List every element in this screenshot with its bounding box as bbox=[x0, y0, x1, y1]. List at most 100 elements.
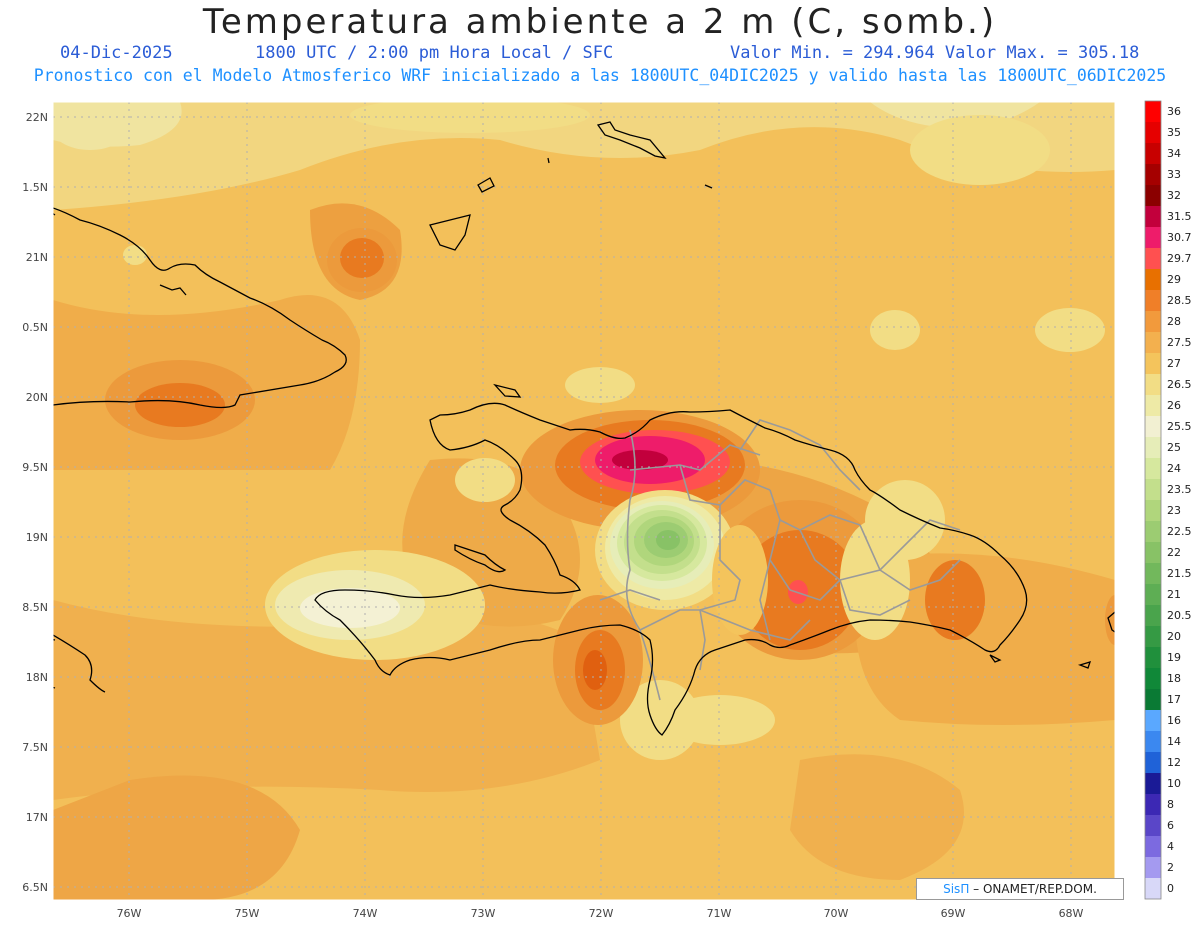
colorbar-label: 0 bbox=[1167, 882, 1174, 895]
lon-label: 74W bbox=[353, 907, 378, 920]
colorbar-label: 29.7 bbox=[1167, 252, 1192, 265]
colorbar-label: 29 bbox=[1167, 273, 1181, 286]
colorbar-swatch bbox=[1145, 290, 1161, 311]
colorbar-swatch bbox=[1145, 836, 1161, 857]
colorbar-label: 28.5 bbox=[1167, 294, 1192, 307]
colorbar-label: 25 bbox=[1167, 441, 1181, 454]
colorbar-label: 30.7 bbox=[1167, 231, 1192, 244]
graticule bbox=[53, 102, 1115, 900]
lat-label: 20N bbox=[26, 391, 48, 404]
colorbar-label: 20 bbox=[1167, 630, 1181, 643]
colorbar-swatch bbox=[1145, 731, 1161, 752]
colorbar-swatch bbox=[1145, 689, 1161, 710]
colorbar-label: 28 bbox=[1167, 315, 1181, 328]
colorbar-swatch bbox=[1145, 269, 1161, 290]
colorbar-swatch bbox=[1145, 143, 1161, 164]
colorbar-label: 20.5 bbox=[1167, 609, 1192, 622]
colorbar-label: 25.5 bbox=[1167, 420, 1192, 433]
colorbar-label: 6 bbox=[1167, 819, 1174, 832]
colorbar-swatch bbox=[1145, 773, 1161, 794]
colorbar-swatch bbox=[1145, 710, 1161, 731]
colorbar-swatch bbox=[1145, 458, 1161, 479]
coastlines bbox=[53, 121, 1115, 736]
lon-label: 73W bbox=[471, 907, 496, 920]
forecast-time: 1800 UTC / 2:00 pm Hora Local / SFC bbox=[255, 43, 614, 63]
colorbar-swatch bbox=[1145, 185, 1161, 206]
colorbar-label: 24 bbox=[1167, 462, 1181, 475]
lat-label: 7.5N bbox=[22, 741, 48, 754]
colorbar-swatch bbox=[1145, 668, 1161, 689]
lat-label: 19N bbox=[26, 531, 48, 544]
lat-label: 18N bbox=[26, 671, 48, 684]
colorbar-swatch bbox=[1145, 857, 1161, 878]
colorbar-label: 26.5 bbox=[1167, 378, 1192, 391]
map-title: Temperatura ambiente a 2 m (C, somb.) bbox=[202, 2, 998, 42]
lat-label: 8.5N bbox=[22, 601, 48, 614]
colorbar-swatch bbox=[1145, 500, 1161, 521]
lon-label: 70W bbox=[824, 907, 849, 920]
credit-text: – ONAMET/REP.DOM. bbox=[973, 882, 1097, 896]
lat-label: 22N bbox=[26, 111, 48, 124]
colorbar-label: 27 bbox=[1167, 357, 1181, 370]
colorbar-swatch bbox=[1145, 878, 1161, 899]
colorbar-swatch bbox=[1145, 584, 1161, 605]
latitude-labels: 22N 1.5N 21N 0.5N 20N 9.5N 19N 8.5N 18N … bbox=[22, 111, 48, 894]
colorbar-label: 32 bbox=[1167, 189, 1181, 202]
colorbar-swatch bbox=[1145, 395, 1161, 416]
subtitle-line: 04-Dic-2025 1800 UTC / 2:00 pm Hora Loca… bbox=[0, 43, 1200, 65]
colorbar-label: 31.5 bbox=[1167, 210, 1192, 223]
colorbar-swatch bbox=[1145, 647, 1161, 668]
colorbar-swatch bbox=[1145, 626, 1161, 647]
plot-frame bbox=[52, 101, 1116, 901]
colorbar-swatch bbox=[1145, 101, 1161, 122]
colorbar-label: 23.5 bbox=[1167, 483, 1192, 496]
colorbar-label: 23 bbox=[1167, 504, 1181, 517]
forecast-date: 04-Dic-2025 bbox=[60, 43, 173, 63]
colorbar-swatch bbox=[1145, 353, 1161, 374]
sispi-logo: SisΠ bbox=[943, 882, 970, 896]
colorbar-label: 17 bbox=[1167, 693, 1181, 706]
colorbar-swatch bbox=[1145, 542, 1161, 563]
colorbar-label: 2 bbox=[1167, 861, 1174, 874]
colorbar-label: 22.5 bbox=[1167, 525, 1192, 538]
lon-label: 76W bbox=[117, 907, 142, 920]
lon-label: 69W bbox=[941, 907, 966, 920]
forecast-note: Pronostico con el Modelo Atmosferico WRF… bbox=[33, 66, 1167, 85]
lat-label: 6.5N bbox=[22, 881, 48, 894]
colorbar-label: 35 bbox=[1167, 126, 1181, 139]
colorbar-swatch bbox=[1145, 374, 1161, 395]
colorbar-label: 18 bbox=[1167, 672, 1181, 685]
colorbar-swatch bbox=[1145, 815, 1161, 836]
colorbar-label: 21 bbox=[1167, 588, 1181, 601]
colorbar-label: 34 bbox=[1167, 147, 1181, 160]
province-boundaries bbox=[599, 419, 961, 701]
colorbar-swatch bbox=[1145, 248, 1161, 269]
longitude-labels: 76W 75W 74W 73W 72W 71W 70W 69W 68W bbox=[117, 907, 1084, 920]
colorbar-swatch bbox=[1145, 437, 1161, 458]
colorbar-label: 22 bbox=[1167, 546, 1181, 559]
colorbar-swatch bbox=[1145, 794, 1161, 815]
colorbar-label: 19 bbox=[1167, 651, 1181, 664]
colorbar-frame bbox=[1144, 100, 1162, 900]
colorbar-label: 36 bbox=[1167, 105, 1181, 118]
colorbar-swatch bbox=[1145, 164, 1161, 185]
colorbar-swatch bbox=[1145, 605, 1161, 626]
lat-label: 0.5N bbox=[22, 321, 48, 334]
colorbar-swatch bbox=[1145, 416, 1161, 437]
colorbar-swatch bbox=[1145, 479, 1161, 500]
lon-label: 72W bbox=[589, 907, 614, 920]
lat-label: 17N bbox=[26, 811, 48, 824]
colorbar-swatch bbox=[1145, 311, 1161, 332]
lat-label: 9.5N bbox=[22, 461, 48, 474]
colorbar-swatch bbox=[1145, 122, 1161, 143]
colorbar-swatch bbox=[1145, 563, 1161, 584]
lon-label: 75W bbox=[235, 907, 260, 920]
colorbar-label: 8 bbox=[1167, 798, 1174, 811]
colorbar-swatch bbox=[1145, 521, 1161, 542]
colorbar-label: 10 bbox=[1167, 777, 1181, 790]
lon-label: 71W bbox=[707, 907, 732, 920]
lat-label: 1.5N bbox=[22, 181, 48, 194]
colorbar-label: 33 bbox=[1167, 168, 1181, 181]
colorbar-swatch bbox=[1145, 332, 1161, 353]
